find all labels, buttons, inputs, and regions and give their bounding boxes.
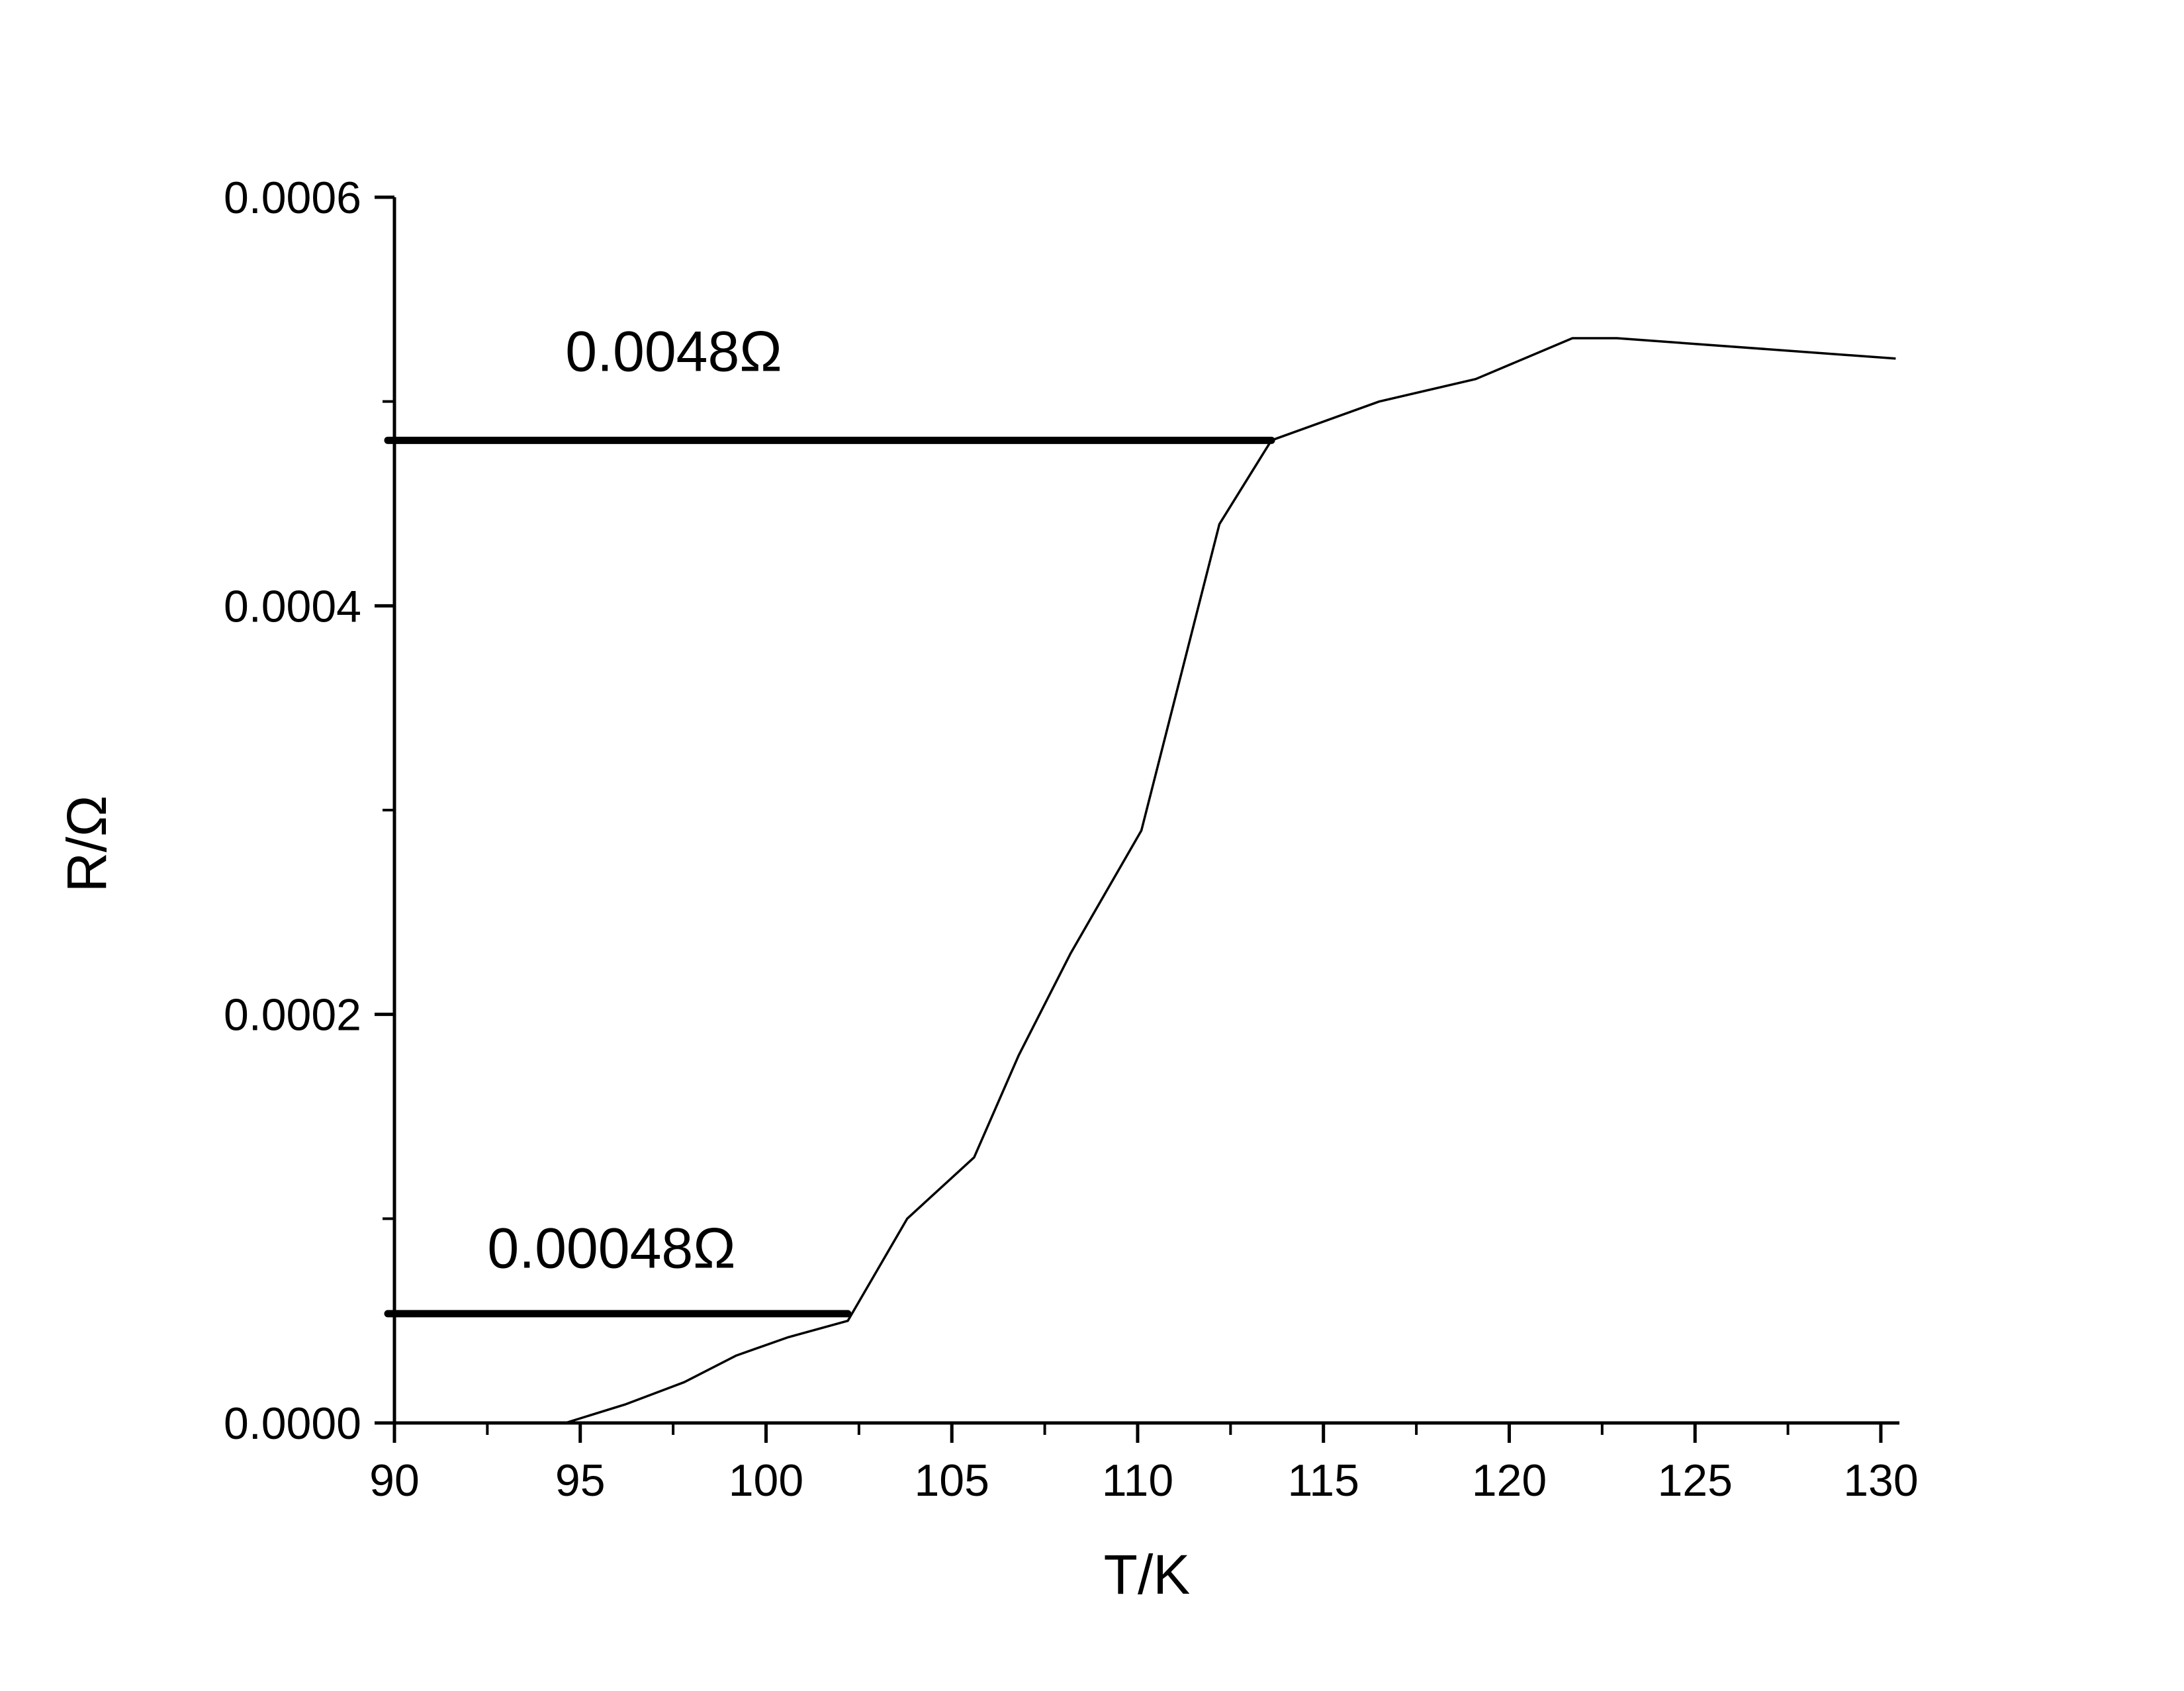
annotation-label: 0.0048Ω <box>565 320 782 383</box>
annotations: 0.0048Ω 0.00048Ω <box>384 320 1275 1318</box>
y-tick-label: 0.0000 <box>224 1398 361 1449</box>
y-tick-label: 0.0006 <box>224 173 361 223</box>
y-tick-label: 0.0004 <box>224 581 361 631</box>
x-tick-label: 95 <box>555 1455 606 1506</box>
axes: 90 95 100 105 110 115 120 125 130 0.0000 0.0002 0.0… <box>224 173 1919 1506</box>
x-tick-label: 120 <box>1472 1455 1547 1506</box>
data-series <box>565 337 1896 1424</box>
x-tick-label: 110 <box>1102 1455 1173 1506</box>
x-tick-label: 130 <box>1843 1455 1918 1506</box>
series-line <box>565 337 1896 1424</box>
x-tick-label: 125 <box>1657 1455 1732 1506</box>
annotation-label: 0.00048Ω <box>487 1216 735 1280</box>
y-tick-label: 0.0002 <box>224 990 361 1040</box>
x-axis-title: T/K <box>1104 1543 1191 1606</box>
x-tick-label: 100 <box>729 1455 803 1506</box>
x-tick-label: 105 <box>914 1455 989 1506</box>
axis-titles: T/K R/Ω <box>56 796 1190 1606</box>
x-tick-label: 115 <box>1287 1455 1359 1506</box>
y-axis-title: R/Ω <box>56 796 118 893</box>
x-tick-label: 90 <box>369 1455 420 1506</box>
